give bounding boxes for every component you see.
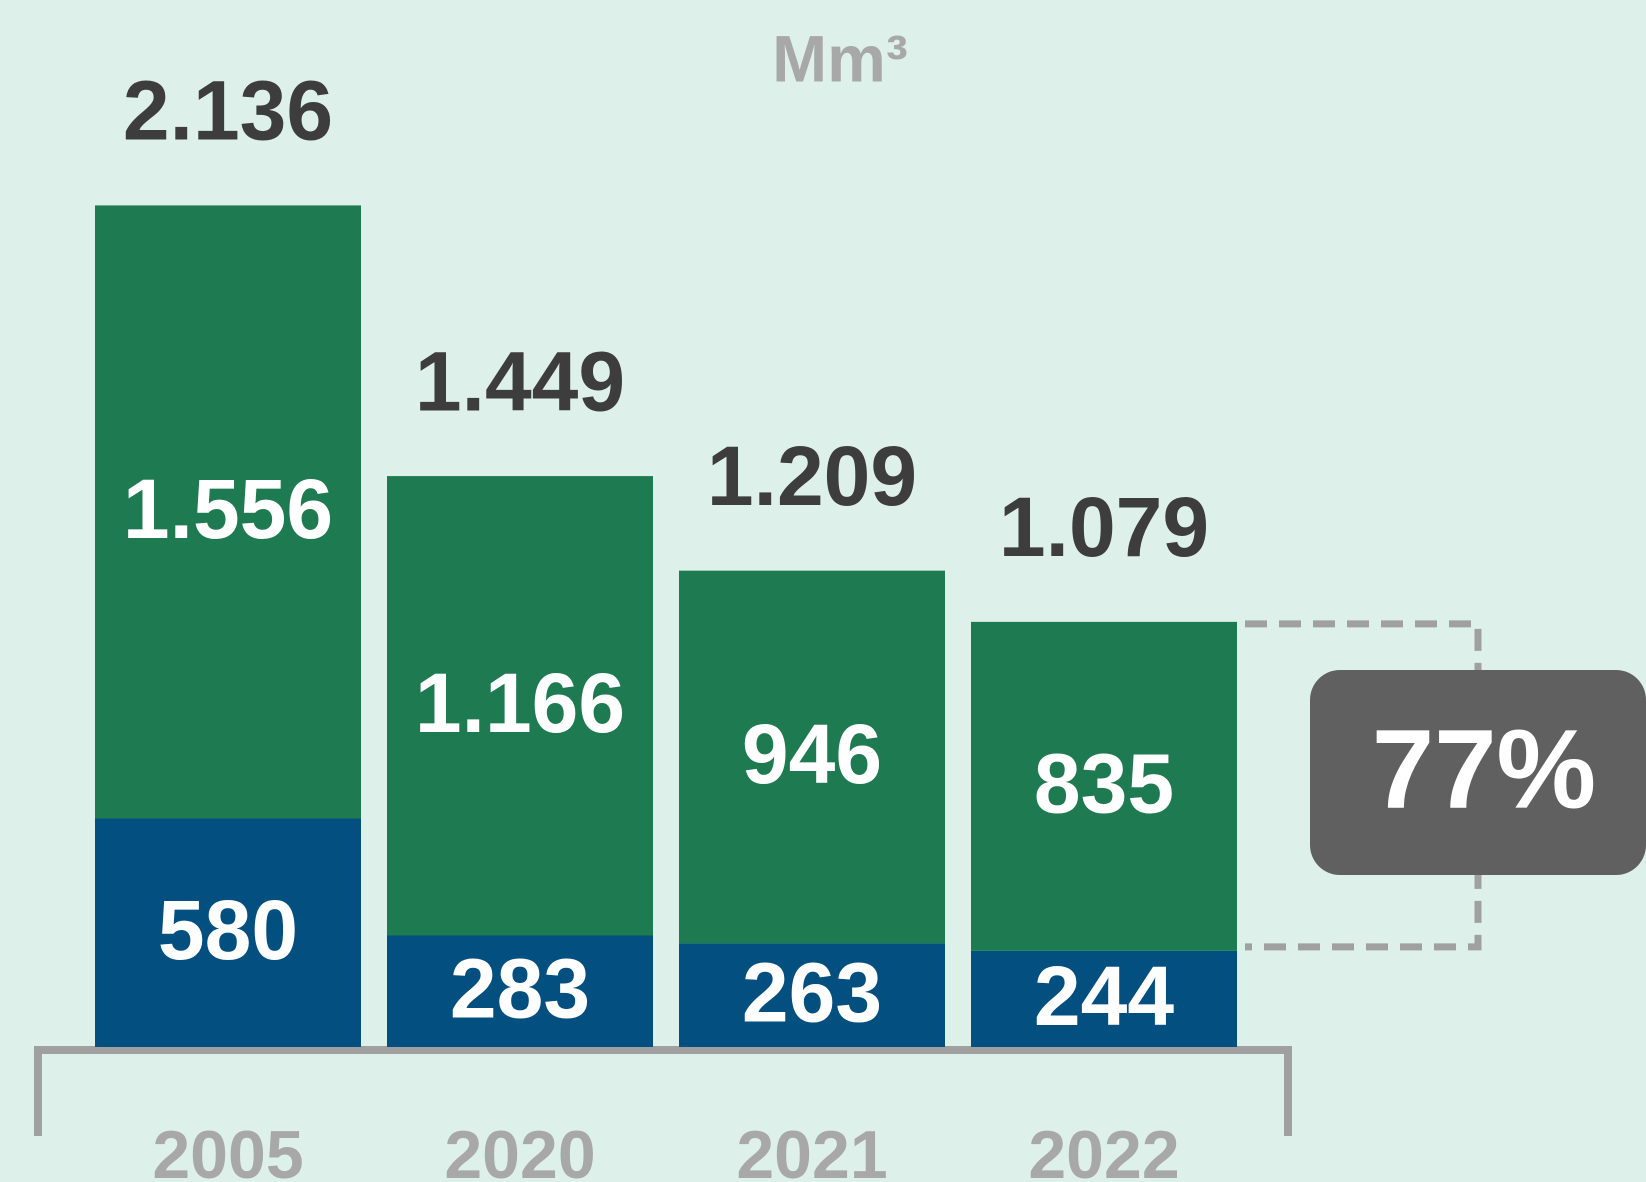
annotation-box — [1310, 670, 1646, 875]
x-tick-label: 2020 — [444, 1117, 595, 1182]
bar-segment — [387, 935, 653, 1047]
bar-segment — [679, 570, 945, 944]
bar-segment — [971, 621, 1237, 951]
bar-segment — [679, 943, 945, 1047]
bar-segment — [95, 205, 361, 819]
segment-label: 283 — [450, 941, 590, 1035]
segment-label: 946 — [742, 707, 882, 801]
segment-label: 1.556 — [123, 462, 333, 556]
total-label: 1.449 — [415, 334, 625, 428]
axis-bracket — [34, 1046, 1292, 1136]
total-label: 2.136 — [123, 64, 333, 158]
total-label: 1.209 — [707, 429, 917, 523]
segment-label: 835 — [1034, 737, 1174, 831]
segment-label: 580 — [158, 883, 298, 977]
unit-label: Mm³ — [772, 21, 908, 95]
segment-label: 263 — [742, 945, 882, 1039]
bar-segment — [971, 950, 1237, 1047]
annotation: 77% — [1372, 707, 1596, 832]
x-tick-label: 2005 — [152, 1117, 303, 1182]
bar-segment — [95, 818, 361, 1047]
segment-label: 1.166 — [415, 656, 625, 750]
bar-segment — [387, 476, 653, 936]
x-tick-label: 2022 — [1028, 1117, 1179, 1182]
segment-label: 244 — [1034, 949, 1174, 1043]
total-label: 1.079 — [999, 480, 1209, 574]
x-tick-label: 2021 — [736, 1117, 887, 1182]
